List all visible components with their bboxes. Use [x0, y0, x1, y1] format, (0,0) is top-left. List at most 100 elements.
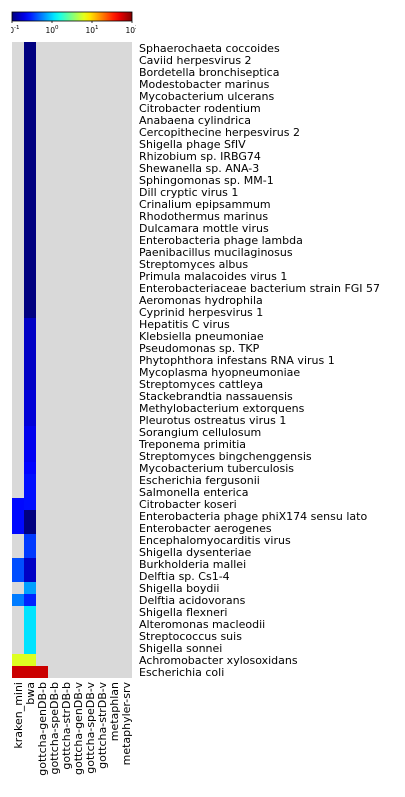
heatmap-cell	[108, 642, 120, 654]
heatmap-cell	[84, 306, 96, 318]
heatmap-cell	[12, 510, 24, 522]
row-label: Streptomyces cattleya	[139, 378, 263, 391]
heatmap-cell	[36, 666, 48, 678]
heatmap-cell	[36, 318, 48, 330]
heatmap-cell	[36, 390, 48, 402]
heatmap-cell	[120, 630, 132, 642]
row-label: Shewanella sp. ANA-3	[139, 162, 259, 175]
heatmap-cell	[24, 630, 36, 642]
heatmap-cell	[96, 270, 108, 282]
heatmap-cell	[108, 666, 120, 678]
row-label: Anabaena cylindrica	[139, 114, 251, 127]
heatmap-cell	[84, 438, 96, 450]
heatmap-cell	[36, 402, 48, 414]
row-label: Hepatitis C virus	[139, 318, 230, 331]
heatmap-cell	[36, 306, 48, 318]
row-label: Delftia acidovorans	[139, 594, 246, 607]
row-label: Enterobacteriaceae bacterium strain FGI …	[139, 282, 380, 295]
heatmap-cell	[60, 174, 72, 186]
heatmap-cell	[72, 366, 84, 378]
heatmap-cell	[84, 258, 96, 270]
heatmap-cell	[108, 534, 120, 546]
heatmap-cell	[24, 534, 36, 546]
heatmap-cell	[48, 474, 60, 486]
heatmap-cell	[72, 642, 84, 654]
heatmap-cell	[84, 474, 96, 486]
heatmap-cell	[108, 270, 120, 282]
heatmap-cell	[36, 42, 48, 54]
heatmap-cell	[72, 294, 84, 306]
heatmap-cell	[36, 354, 48, 366]
heatmap-cell	[120, 390, 132, 402]
heatmap-cell	[84, 354, 96, 366]
heatmap-cell	[48, 414, 60, 426]
heatmap-cell	[24, 474, 36, 486]
heatmap-cell	[84, 150, 96, 162]
heatmap-cell	[120, 426, 132, 438]
heatmap-cell	[36, 474, 48, 486]
heatmap-cell	[96, 594, 108, 606]
row-label: Klebsiella pneumoniae	[139, 330, 264, 343]
heatmap-cell	[60, 198, 72, 210]
column-label: metaphyler-srv	[120, 682, 133, 766]
heatmap-cell	[24, 138, 36, 150]
heatmap-cell	[108, 162, 120, 174]
heatmap-cell	[48, 90, 60, 102]
row-label: Alteromonas macleodii	[139, 618, 265, 631]
heatmap-cell	[24, 90, 36, 102]
heatmap-cell	[60, 150, 72, 162]
row-label: Streptomyces bingchenggensis	[139, 450, 312, 463]
heatmap-cell	[72, 78, 84, 90]
heatmap-cell	[36, 126, 48, 138]
heatmap-cell	[120, 606, 132, 618]
heatmap-cell	[108, 582, 120, 594]
heatmap-cell	[120, 294, 132, 306]
heatmap-cell	[60, 222, 72, 234]
heatmap-cell	[84, 402, 96, 414]
heatmap-cell	[72, 462, 84, 474]
heatmap-cell	[108, 42, 120, 54]
heatmap-cell	[12, 498, 24, 510]
heatmap-cell	[84, 546, 96, 558]
heatmap-cell	[60, 582, 72, 594]
heatmap-cell	[108, 246, 120, 258]
heatmap-cell	[36, 66, 48, 78]
heatmap-cell	[60, 462, 72, 474]
heatmap-cell	[84, 510, 96, 522]
heatmap-cell	[72, 378, 84, 390]
heatmap-cell	[96, 234, 108, 246]
heatmap-cell	[48, 66, 60, 78]
heatmap-cell	[108, 78, 120, 90]
heatmap-cell	[108, 294, 120, 306]
heatmap-cell	[84, 270, 96, 282]
heatmap-cell	[48, 138, 60, 150]
heatmap-cell	[12, 378, 24, 390]
colorbar-tick-label: 100	[45, 25, 59, 35]
heatmap-cell	[84, 606, 96, 618]
heatmap-cell	[120, 498, 132, 510]
heatmap-cell	[12, 198, 24, 210]
heatmap-cell	[108, 390, 120, 402]
heatmap-cell	[72, 546, 84, 558]
heatmap-cell	[12, 390, 24, 402]
heatmap-cell	[96, 54, 108, 66]
heatmap-cell	[96, 438, 108, 450]
heatmap-cell	[60, 66, 72, 78]
heatmap-cell	[108, 342, 120, 354]
heatmap-cell	[96, 282, 108, 294]
heatmap-cell	[84, 618, 96, 630]
heatmap-cell	[24, 618, 36, 630]
heatmap-cell	[36, 654, 48, 666]
heatmap-cell	[72, 534, 84, 546]
heatmap-cell	[72, 234, 84, 246]
heatmap-cell	[72, 354, 84, 366]
heatmap-cell	[72, 162, 84, 174]
heatmap-cell	[36, 114, 48, 126]
heatmap-cell	[72, 402, 84, 414]
heatmap-cell	[36, 630, 48, 642]
row-label: Sphingomonas sp. MM-1	[139, 174, 274, 187]
heatmap-cell	[60, 54, 72, 66]
heatmap-cell	[48, 270, 60, 282]
heatmap-cell	[120, 210, 132, 222]
heatmap-cell	[12, 234, 24, 246]
